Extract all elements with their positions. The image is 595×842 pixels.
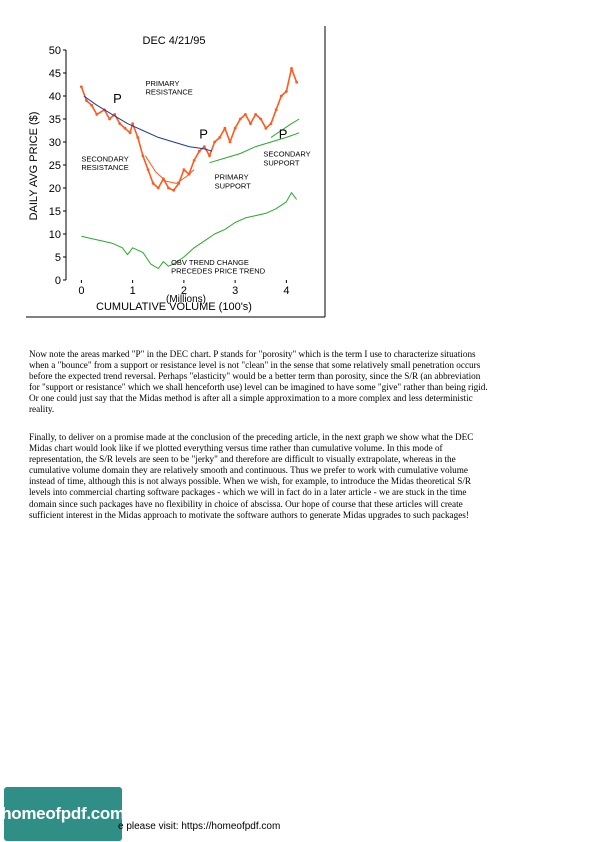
price-point <box>182 168 186 172</box>
series-line-1 <box>83 95 213 152</box>
price-point <box>284 90 288 93</box>
x-tick-label: 0 <box>78 285 84 297</box>
x-axis-label: CUMULATIVE VOLUME (100's) <box>96 301 252 313</box>
price-point <box>243 113 247 116</box>
price-point <box>151 182 155 185</box>
price-point <box>295 80 299 84</box>
x-tick-label: 2 <box>181 285 187 297</box>
price-point <box>290 67 293 70</box>
price-point <box>213 140 217 144</box>
chart-annotation: PRIMARY <box>215 173 249 182</box>
price-point <box>95 113 99 116</box>
y-tick-label: 0 <box>55 275 61 287</box>
y-tick-label: 25 <box>49 160 61 172</box>
series-line-3 <box>209 132 300 164</box>
porosity-marker: P <box>279 126 288 141</box>
body-paragraph-porosity: Now note the areas marked "P" in the DEC… <box>29 349 488 415</box>
price-point <box>156 186 160 190</box>
price-point <box>238 117 242 121</box>
chart-annotation: PRIMARY <box>145 79 179 88</box>
chart-annotation: SECONDARY <box>81 154 128 163</box>
price-point <box>218 136 222 139</box>
y-tick-label: 50 <box>49 45 61 57</box>
porosity-marker: P <box>113 91 122 106</box>
homeofpdf-logo[interactable]: homeofpdf.com <box>1 787 125 841</box>
chart-svg: DEC 4/21/95 DAILY AVG PRICE ($) (Million… <box>26 26 326 318</box>
axes: 0 5 10 15 20 25 30 35 40 45 50 0 1 2 3 4 <box>49 45 290 297</box>
price-point <box>197 149 201 153</box>
price-point <box>279 94 283 98</box>
price-point <box>108 117 111 121</box>
price-point <box>254 113 258 116</box>
footer-visit-text[interactable]: e please visit: https://homeofpdf.com <box>118 821 281 832</box>
dec-midas-chart: DEC 4/21/95 DAILY AVG PRICE ($) (Million… <box>26 26 326 318</box>
chart-annotation: RESISTANCE <box>145 88 192 97</box>
y-tick-label: 15 <box>49 206 61 218</box>
price-point <box>167 186 170 190</box>
price-point <box>233 126 237 130</box>
chart-title: DEC 4/21/95 <box>143 35 206 47</box>
y-tick-label: 20 <box>49 183 61 195</box>
series-line-4 <box>270 118 300 138</box>
chart-annotation: PRECEDES PRICE TREND <box>171 267 266 276</box>
price-point <box>264 126 268 130</box>
price-point <box>269 122 273 125</box>
price-point <box>146 168 150 172</box>
price-point <box>90 103 94 107</box>
y-tick-label: 45 <box>49 68 61 80</box>
price-point <box>131 122 135 125</box>
price-point <box>259 117 263 121</box>
price-point <box>192 159 196 162</box>
y-tick-label: 10 <box>49 229 61 241</box>
price-point <box>118 122 122 125</box>
series-group <box>79 67 300 269</box>
series-line-5 <box>144 155 195 184</box>
price-point <box>208 154 211 158</box>
porosity-marker: P <box>199 126 208 141</box>
x-tick-label: 4 <box>283 285 289 297</box>
body-paragraph-time-domain: Finally, to deliver on a promise made at… <box>29 432 474 520</box>
chart-annotation: SUPPORT <box>215 181 252 190</box>
price-point <box>141 154 145 158</box>
price-point <box>123 126 127 130</box>
price-point <box>274 108 278 112</box>
chart-annotation: OBV TREND CHANGE <box>171 258 249 267</box>
x-tick-label: 1 <box>130 285 136 297</box>
price-point <box>249 122 252 125</box>
price-point <box>202 145 206 148</box>
x-axis-unit-label: (Millions) <box>166 294 206 305</box>
price-point <box>172 188 176 192</box>
series-line-2 <box>81 192 298 269</box>
y-axis-label: DAILY AVG PRICE ($) <box>28 112 40 221</box>
y-tick-label: 40 <box>49 91 61 103</box>
price-point <box>79 85 83 89</box>
price-point <box>85 99 88 102</box>
y-tick-label: 5 <box>55 252 61 264</box>
chart-annotation: SUPPORT <box>263 158 300 167</box>
price-point <box>228 140 232 144</box>
x-tick-label: 3 <box>232 285 238 297</box>
logo-text: homeofpdf.com <box>1 804 125 823</box>
chart-annotation: SECONDARY <box>263 150 310 159</box>
price-point <box>223 126 227 130</box>
y-tick-label: 35 <box>49 114 61 126</box>
y-tick-label: 30 <box>49 137 61 149</box>
chart-annotation: RESISTANCE <box>81 163 128 172</box>
price-point <box>136 136 140 139</box>
price-point <box>128 131 132 135</box>
